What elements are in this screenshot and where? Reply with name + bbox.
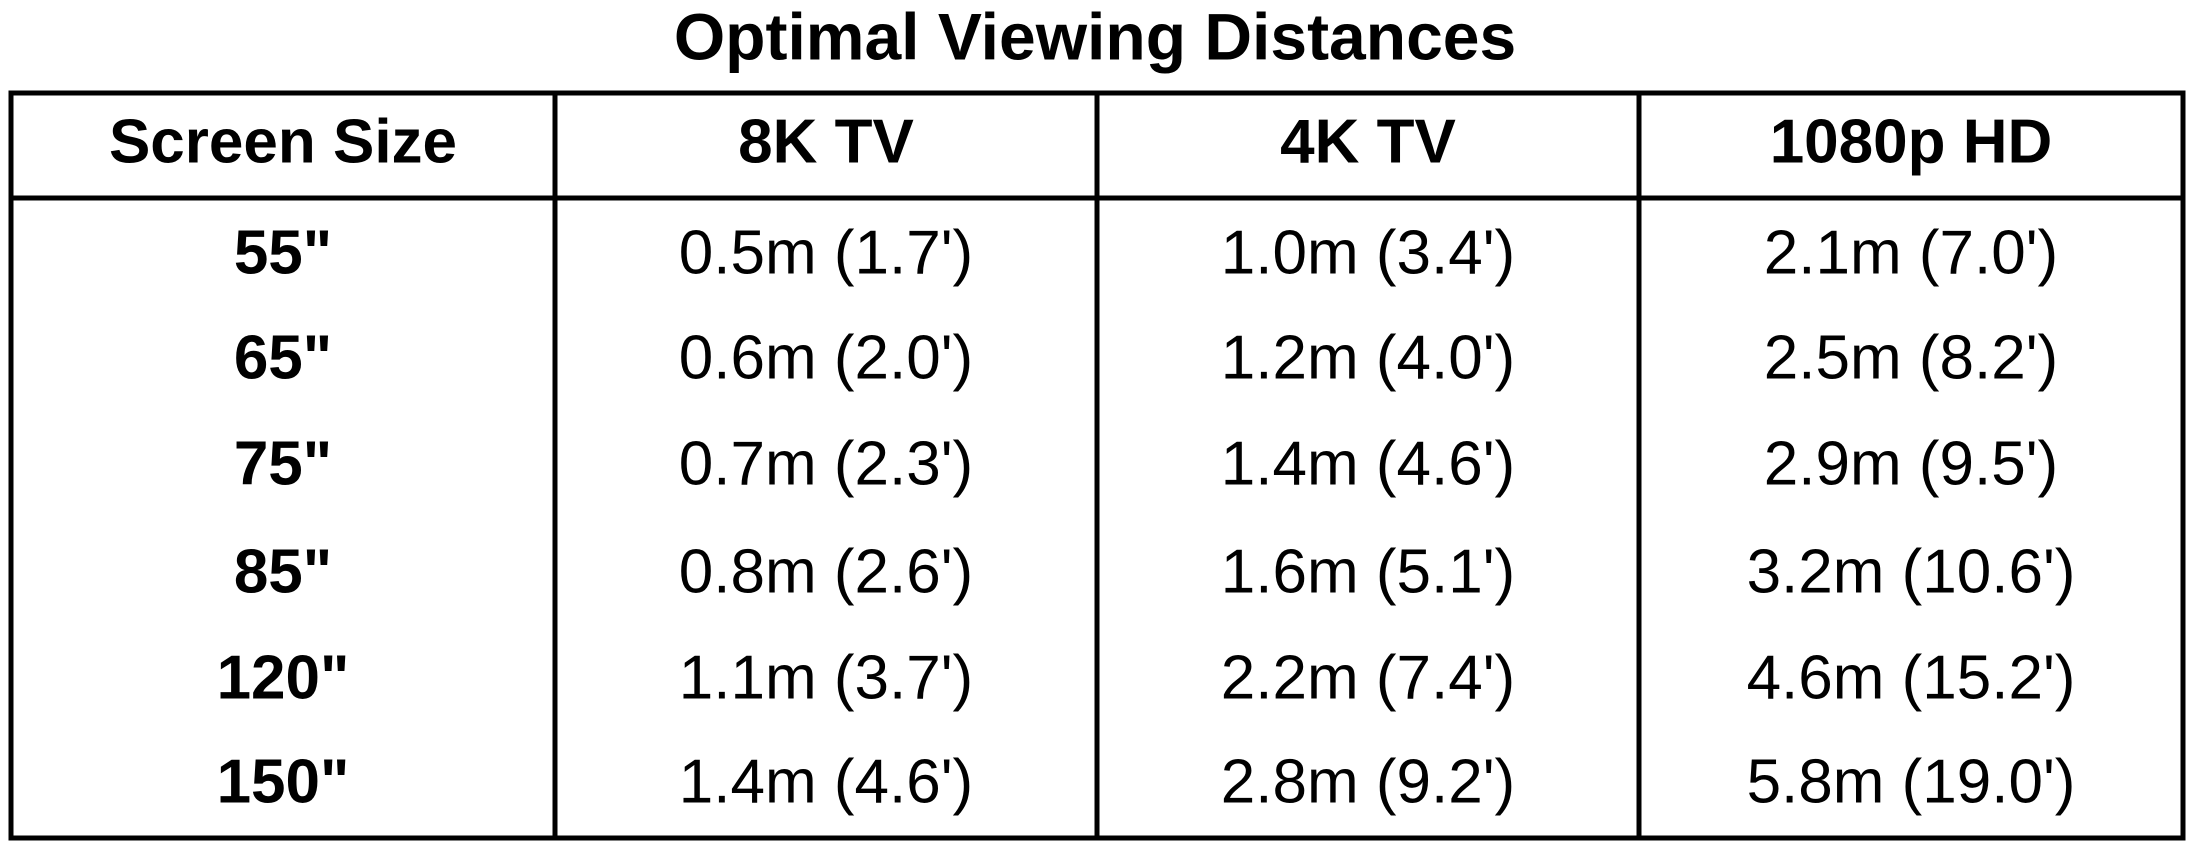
column-header: 1080p HD [1770,107,2053,176]
title: Optimal Viewing Distances [674,0,1516,73]
table-cell: 1.1m (3.7') [679,643,973,712]
column-header: 4K TV [1280,107,1456,176]
table-cell: 1.4m (4.6') [679,747,973,816]
screen-size: 65" [234,323,332,392]
column-header: 8K TV [738,107,914,176]
screen-size: 150" [217,747,350,816]
table-cell: 2.5m (8.2') [1764,323,2058,392]
table-cell: 2.8m (9.2') [1221,747,1515,816]
table-cell: 0.5m (1.7') [679,218,973,287]
table-cell: 1.2m (4.0') [1221,323,1515,392]
table-cell: 5.8m (19.0') [1747,747,2076,816]
screen-size: 85" [234,537,332,606]
table-cell: 2.1m (7.0') [1764,218,2058,287]
table-cell: 1.6m (5.1') [1221,537,1515,606]
screen-size: 55" [234,218,332,287]
screen-size: 75" [234,429,332,498]
screen-size: 120" [217,643,350,712]
table-cell: 0.6m (2.0') [679,323,973,392]
table-cell: 0.8m (2.6') [679,537,973,606]
table-cell: 3.2m (10.6') [1747,537,2076,606]
table-cell: 2.9m (9.5') [1764,429,2058,498]
table-cell: 1.0m (3.4') [1221,218,1515,287]
table-cell: 0.7m (2.3') [679,429,973,498]
table-cell: 1.4m (4.6') [1221,429,1515,498]
column-header: Screen Size [109,107,457,176]
table-cell: 2.2m (7.4') [1221,643,1515,712]
table-cell: 4.6m (15.2') [1747,643,2076,712]
